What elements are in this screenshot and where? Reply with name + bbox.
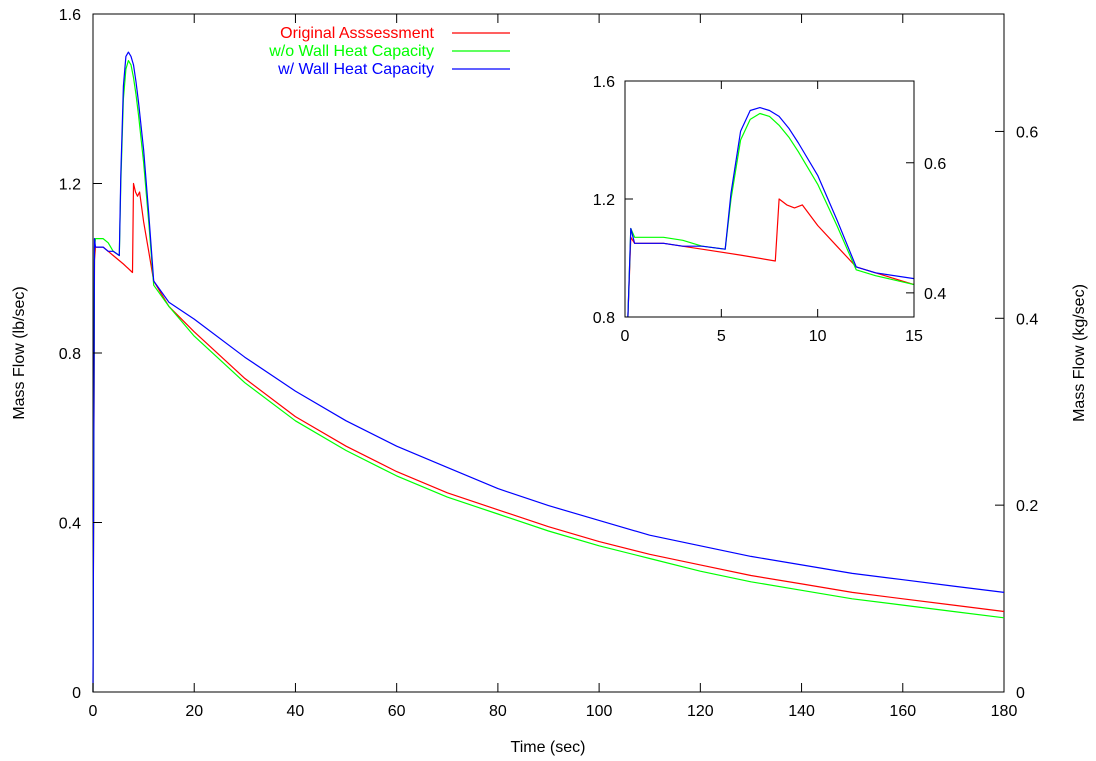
main-y2-tick-label: 0.4 (1016, 311, 1038, 328)
main-series-line-0 (92, 182, 1005, 693)
main-y-tick-label: 0 (72, 685, 81, 702)
main-y-axis-right: 0 0.2 0.4 0.6 (995, 124, 1038, 702)
main-plot: 0 20 40 60 80 100 120 140 160 180 00.40.81.21.6 0… (11, 7, 1088, 756)
inset-series-line-1 (627, 112, 915, 318)
main-x-tick-label: 60 (388, 703, 406, 720)
main-x-tick-label: 40 (287, 703, 305, 720)
inset-y2-tick-label: 0.6 (924, 156, 946, 173)
main-y-tick-label: 1.2 (59, 177, 81, 194)
inset-x-tick-label: 10 (809, 328, 827, 345)
inset-y-axis-right: 0.4 0.6 (906, 156, 946, 303)
inset-x-tick-label: 15 (905, 328, 923, 345)
inset-background (625, 81, 914, 317)
legend-label-2: w/ Wall Heat Capacity (277, 61, 434, 78)
legend-label-1: w/o Wall Heat Capacity (268, 43, 434, 60)
main-x-tick-label: 80 (489, 703, 507, 720)
main-y-tick-label: 0.4 (59, 516, 81, 533)
inset-y-axis-left: 0.8 1.2 1.6 (593, 74, 633, 327)
main-y-tick-label: 1.6 (59, 7, 81, 24)
main-y2-tick-label: 0 (1016, 685, 1025, 702)
main-x-tick-label: 20 (185, 703, 203, 720)
main-series-line-2 (92, 51, 1005, 693)
y-axis-title-right: Mass Flow (kg/sec) (1071, 284, 1088, 422)
main-y-tick-label: 0.8 (59, 346, 81, 363)
inset-x-tick-label: 0 (621, 328, 630, 345)
main-y2-tick-label: 0.6 (1016, 124, 1038, 141)
inset-y-tick-label: 1.2 (593, 192, 615, 209)
x-axis-title: Time (sec) (511, 739, 586, 756)
main-series-group (92, 51, 1005, 693)
main-y2-tick-label: 0.2 (1016, 498, 1038, 515)
main-x-tick-label: 0 (89, 703, 98, 720)
main-x-tick-label: 160 (889, 703, 916, 720)
main-x-axis: 0 20 40 60 80 100 120 140 160 180 (89, 14, 1018, 720)
main-x-tick-label: 100 (586, 703, 613, 720)
main-x-tick-label: 120 (687, 703, 714, 720)
inset-y2-tick-label: 0.4 (924, 286, 946, 303)
inset-plot: 0 5 10 15 0.8 1.2 1.6 0.4 0.6 (593, 74, 947, 345)
inset-series-line-2 (627, 106, 915, 318)
inset-x-tick-label: 5 (717, 328, 726, 345)
main-x-tick-label: 180 (991, 703, 1018, 720)
inset-x-axis: 0 5 10 15 (621, 81, 923, 345)
inset-y-tick-label: 1.6 (593, 74, 615, 91)
legend-label-0: Original Asssessment (280, 25, 434, 42)
main-x-tick-label: 140 (788, 703, 815, 720)
y-axis-title-left: Mass Flow (lb/sec) (11, 286, 28, 419)
inset-y-tick-label: 0.8 (593, 310, 615, 327)
inset-series-group (627, 106, 915, 318)
main-y-axis-left: 0 0.4 0.8 1.2 1.6 (59, 7, 102, 702)
